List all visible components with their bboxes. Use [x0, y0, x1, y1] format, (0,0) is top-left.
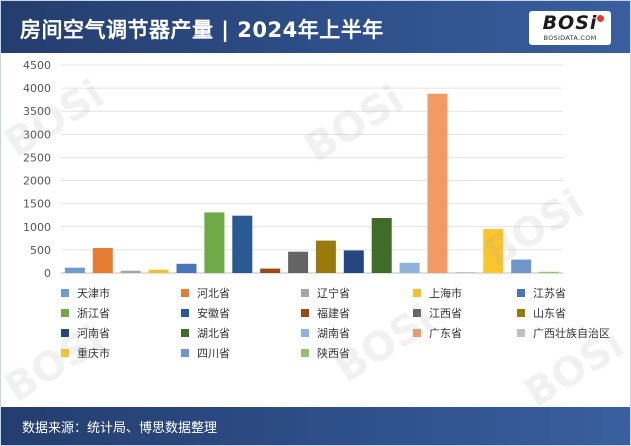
legend-swatch — [61, 289, 69, 297]
bar-13 — [399, 262, 420, 273]
logo-dot — [597, 15, 604, 22]
legend-swatch — [301, 329, 309, 337]
legend-label: 辽宁省 — [317, 287, 350, 300]
legend-item: 河南省 — [61, 325, 110, 341]
legend-label: 湖北省 — [197, 327, 230, 340]
logo-wordmark: BOSi — [542, 12, 598, 34]
legend-item: 安徽省 — [181, 305, 230, 321]
y-tick-label: 2500 — [23, 151, 51, 164]
legend-item: 陕西省 — [301, 345, 350, 361]
legend-item: 上海市 — [413, 285, 462, 301]
y-tick-label: 3500 — [23, 105, 51, 118]
legend-label: 河北省 — [197, 287, 230, 300]
legend-label: 山东省 — [533, 307, 566, 320]
logo-subtext: BOSIDATA.COM — [543, 34, 597, 42]
bar-18 — [539, 271, 560, 273]
legend-label: 广东省 — [429, 327, 462, 340]
bar-1 — [64, 267, 85, 273]
bar-15 — [455, 272, 476, 273]
legend-label: 上海市 — [429, 287, 462, 300]
chart-title: 房间空气调节器产量 | 2024年上半年 — [20, 18, 384, 42]
legend-item: 重庆市 — [61, 345, 110, 361]
legend-swatch — [181, 349, 189, 357]
legend-item: 江苏省 — [517, 285, 566, 301]
legend-item: 福建省 — [301, 305, 350, 321]
bar-11 — [343, 250, 364, 273]
legend-item: 山东省 — [517, 305, 566, 321]
bar-2 — [92, 248, 113, 273]
bar-12 — [371, 218, 392, 273]
y-tick-label: 2000 — [23, 175, 51, 188]
legend-label: 河南省 — [77, 327, 110, 340]
y-tick-label: 4000 — [23, 82, 51, 95]
legend-item: 江西省 — [413, 305, 462, 321]
legend-swatch — [181, 329, 189, 337]
legend-item: 河北省 — [181, 285, 230, 301]
legend-label: 湖南省 — [317, 327, 350, 340]
bar-3 — [120, 270, 141, 273]
legend-swatch — [301, 349, 309, 357]
legend-label: 安徽省 — [197, 307, 230, 320]
footer-bar: 数据来源：统计局、博思数据整理 — [1, 407, 630, 445]
legend-item: 天津市 — [61, 285, 110, 301]
legend-label: 江西省 — [429, 307, 462, 320]
legend-label: 陕西省 — [317, 347, 350, 360]
legend-swatch — [517, 329, 525, 337]
legend-item: 辽宁省 — [301, 285, 350, 301]
legend-item: 湖北省 — [181, 325, 230, 341]
legend-item: 广西壮族自治区 — [517, 325, 610, 341]
legend-swatch — [61, 349, 69, 357]
legend-label: 广西壮族自治区 — [533, 327, 610, 340]
legend-swatch — [301, 309, 309, 317]
y-tick-label: 1000 — [23, 221, 51, 234]
y-tick-label: 0 — [44, 267, 51, 280]
legend-swatch — [413, 329, 421, 337]
bar-16 — [483, 229, 504, 273]
legend-item: 广东省 — [413, 325, 462, 341]
legend-item: 四川省 — [181, 345, 230, 361]
legend-swatch — [413, 309, 421, 317]
y-tick-label: 1500 — [23, 198, 51, 211]
bar-14 — [427, 93, 448, 273]
bar-chart: 0 500 1000 1500 2000 2500 3000 3500 4000 4500 — [23, 59, 563, 280]
legend-label: 福建省 — [317, 307, 350, 320]
bar-4 — [148, 269, 169, 273]
bar-10 — [315, 240, 336, 273]
header-bar: 房间空气调节器产量 | 2024年上半年 BOSi BOSIDATA.COM — [1, 1, 630, 53]
legend-swatch — [61, 309, 69, 317]
legend-swatch — [181, 309, 189, 317]
legend-swatch — [517, 309, 525, 317]
y-tick-label: 500 — [30, 244, 51, 257]
legend-label: 江苏省 — [533, 287, 566, 300]
bar-17 — [511, 259, 532, 273]
legend-swatch — [517, 289, 525, 297]
y-tick-label: 3000 — [23, 128, 51, 141]
legend-label: 四川省 — [197, 347, 230, 360]
legend-item: 湖南省 — [301, 325, 350, 341]
legend-swatch — [413, 289, 421, 297]
legend-swatch — [61, 329, 69, 337]
bosi-logo: BOSi BOSIDATA.COM — [529, 11, 611, 45]
bar-7 — [232, 215, 253, 273]
bar-8 — [260, 268, 281, 273]
legend-swatch — [181, 289, 189, 297]
bar-9 — [288, 251, 309, 273]
bar-5 — [176, 263, 197, 273]
legend-label: 天津市 — [77, 287, 110, 300]
y-tick-label: 4500 — [23, 59, 51, 72]
bar-6 — [204, 212, 225, 273]
legend-label: 重庆市 — [77, 347, 110, 360]
legend-swatch — [301, 289, 309, 297]
legend-label: 浙江省 — [77, 307, 110, 320]
legend-item: 浙江省 — [61, 305, 110, 321]
source-note: 数据来源：统计局、博思数据整理 — [22, 421, 218, 436]
